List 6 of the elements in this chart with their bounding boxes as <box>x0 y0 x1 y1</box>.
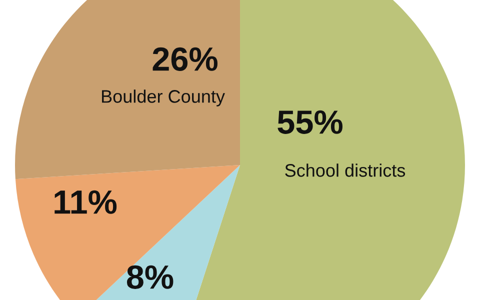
data-label: 11% <box>54 190 117 214</box>
slice-label: School districts <box>285 164 406 177</box>
data-label: 26% <box>152 47 218 71</box>
slice-label: Boulder County <box>102 90 225 106</box>
data-label: 8% <box>126 265 174 289</box>
data-label: 55% <box>278 110 342 134</box>
